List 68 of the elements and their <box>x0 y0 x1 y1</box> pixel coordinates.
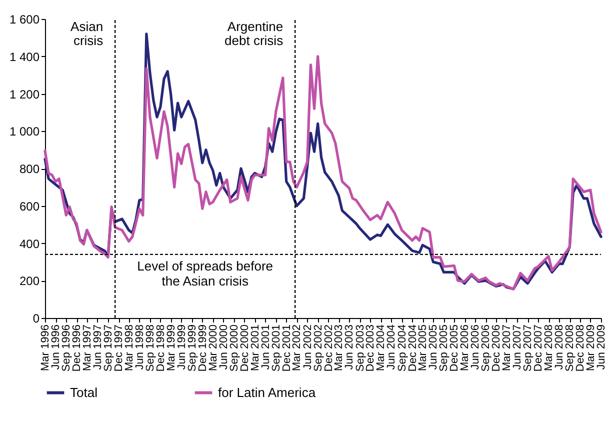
x-tick-label: Mar 2009 <box>584 324 597 371</box>
y-tick-label: 800 <box>19 162 40 176</box>
x-tick-label: Jun 1997 <box>92 324 104 370</box>
x-tick-label: Mar 2008 <box>543 324 555 371</box>
x-tick-label: Mar 2001 <box>249 324 262 371</box>
y-tick-label: 1 600 <box>9 12 40 26</box>
x-tick-label: Mar 2000 <box>207 324 220 371</box>
x-tick-label: Dec 1996 <box>71 324 84 372</box>
x-tick-label: Dec 2006 <box>490 324 503 372</box>
x-tick-label: Jun 1996 <box>50 324 62 370</box>
x-tick-label: Sep 1996 <box>60 324 73 372</box>
x-tick-label: Jun 2006 <box>470 324 482 370</box>
y-tick-label: 600 <box>19 199 40 214</box>
x-tick-label: Dec 2001 <box>280 324 293 372</box>
x-tick-label: Mar 2007 <box>500 324 513 371</box>
x-tick-label: Sep 1999 <box>186 324 198 372</box>
y-tick-label: 1 400 <box>9 50 40 64</box>
x-tick-label: Sep 2001 <box>270 324 282 372</box>
y-tick-label: 200 <box>19 274 40 288</box>
x-tick-label: Sep 2008 <box>564 324 576 372</box>
x-tick-label: Dec 2005 <box>448 324 461 372</box>
x-tick-label: Mar 1999 <box>165 324 178 371</box>
x-tick-label: Mar 2005 <box>417 324 430 371</box>
x-tick-label: Dec 2008 <box>574 324 587 372</box>
x-tick-label: Sep 2007 <box>522 324 534 372</box>
x-tick-label: Mar 2004 <box>375 324 388 371</box>
x-tick-label: Sep 1998 <box>144 324 156 372</box>
x-tick-label: Mar 2003 <box>333 324 346 371</box>
x-tick-label: Jun 1998 <box>134 324 146 370</box>
x-tick-label: Dec 1997 <box>113 324 126 372</box>
x-tick-label: Jun 2002 <box>302 324 314 370</box>
x-tick-label: Jun 2008 <box>554 324 566 370</box>
ref-line-label: Asian crisis <box>70 19 104 48</box>
x-tick-label: Sep 1997 <box>102 324 115 372</box>
x-tick-label: Sep 2006 <box>480 324 492 372</box>
x-tick-label: Jun 1999 <box>176 324 188 370</box>
legend-label: for Latin America <box>218 384 316 400</box>
x-tick-label: Mar 1996 <box>40 324 52 371</box>
ref-line-label: Level of spreads before the Asian crisis <box>137 258 274 288</box>
x-tick-label: Jun 2004 <box>386 324 398 370</box>
y-tick-label: 0 <box>32 312 40 326</box>
x-tick-label: Mar 2002 <box>291 324 304 371</box>
x-tick-label: Dec 2000 <box>238 324 251 372</box>
x-tick-label: Sep 2005 <box>438 324 450 372</box>
x-tick-label: Dec 1999 <box>196 324 209 372</box>
x-tick-label: Mar 2006 <box>459 324 472 371</box>
x-tick-label: Jun 2007 <box>512 324 524 370</box>
y-tick-label: 400 <box>19 236 40 251</box>
x-tick-label: Dec 2007 <box>532 324 545 372</box>
x-tick-label: Mar 1998 <box>123 324 136 371</box>
x-tick-label: Jun 2001 <box>260 324 272 370</box>
x-tick-label: Jun 2003 <box>344 324 356 370</box>
x-tick-label: Dec 1998 <box>154 324 167 372</box>
x-tick-label: Jun 2009 <box>596 324 606 370</box>
x-tick-label: Dec 2003 <box>364 324 377 372</box>
legend-label: Total <box>70 384 98 400</box>
x-tick-label: Dec 2002 <box>322 324 335 372</box>
x-tick-label: Sep 2004 <box>396 324 408 372</box>
y-tick-label: 1 200 <box>9 87 40 102</box>
x-tick-label: Mar 1997 <box>81 324 94 371</box>
x-tick-label: Sep 2000 <box>228 324 240 372</box>
x-tick-label: Jun 2005 <box>428 324 440 370</box>
ref-line-label: Argentine debt crisis <box>224 19 284 48</box>
x-tick-label: Sep 2003 <box>354 324 366 372</box>
x-tick-label: Dec 2004 <box>406 324 419 372</box>
y-tick-label: 1 000 <box>9 124 40 139</box>
x-tick-label: Jun 2000 <box>218 324 230 370</box>
x-tick-label: Sep 2002 <box>312 324 324 372</box>
